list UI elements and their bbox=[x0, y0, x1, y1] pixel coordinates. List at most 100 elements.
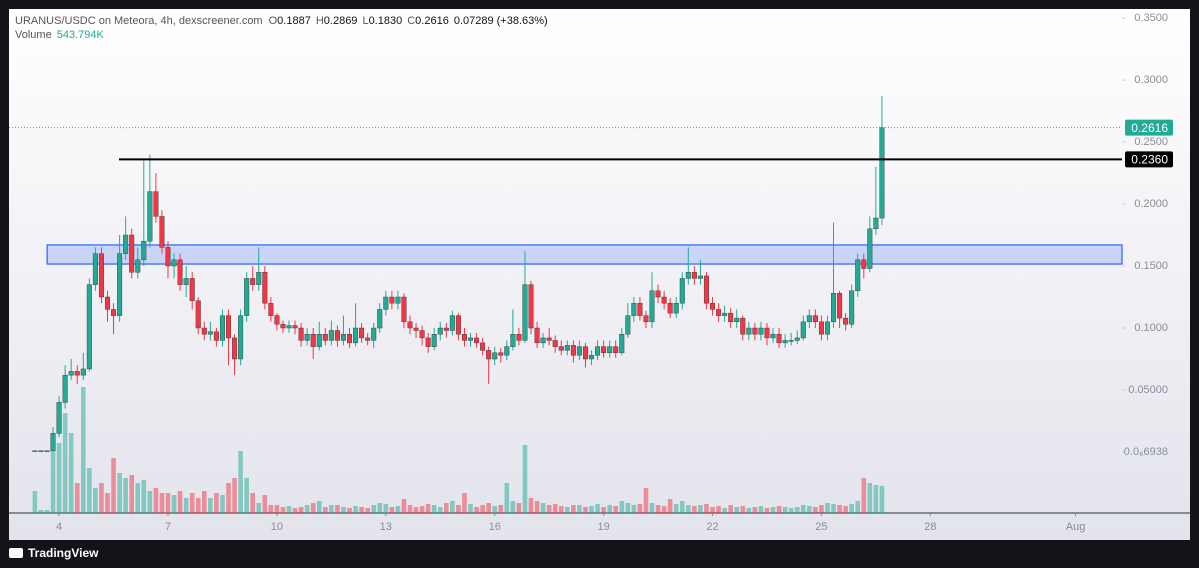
candle-body bbox=[377, 309, 383, 329]
y-tick-label: 0.1000 bbox=[1134, 322, 1168, 334]
volume-bar bbox=[625, 503, 631, 513]
x-tick-label: 10 bbox=[271, 521, 283, 533]
candle-body bbox=[298, 327, 304, 341]
candle-body bbox=[268, 303, 274, 316]
volume-bar bbox=[286, 506, 292, 513]
candle-body bbox=[806, 315, 812, 323]
volume-bar bbox=[365, 508, 370, 513]
y-tick-label: 0.2000 bbox=[1134, 198, 1168, 210]
volume-bar bbox=[413, 507, 419, 513]
volume-bar bbox=[50, 433, 56, 513]
volume-bar bbox=[99, 483, 104, 513]
volume-bar bbox=[643, 488, 649, 513]
brand[interactable]: TradingView bbox=[28, 546, 99, 560]
volume-bar bbox=[153, 488, 159, 513]
volume-bar bbox=[655, 505, 661, 513]
volume-bar bbox=[419, 506, 425, 513]
candle-body bbox=[232, 337, 238, 360]
candle-body bbox=[104, 296, 110, 310]
candle-body bbox=[256, 272, 262, 285]
volume-bar bbox=[849, 504, 854, 513]
volume-bar bbox=[401, 499, 407, 513]
candle-body bbox=[219, 315, 225, 341]
volume-label: Volume bbox=[15, 29, 52, 41]
candle-body bbox=[619, 334, 625, 354]
candle-body bbox=[86, 284, 92, 370]
volume-bar bbox=[220, 495, 225, 513]
candle-body bbox=[98, 253, 104, 298]
volume-bar bbox=[710, 507, 715, 513]
candle-body bbox=[534, 327, 540, 344]
volume-bar bbox=[456, 505, 461, 513]
y-tick-label: 0.05000 bbox=[1128, 384, 1168, 396]
ohlc-value: 0.2616 bbox=[415, 15, 449, 27]
volume-bar bbox=[873, 485, 879, 513]
y-tick-label: 0.1500 bbox=[1134, 260, 1168, 272]
candle-body bbox=[56, 402, 62, 434]
volume-bar bbox=[316, 501, 322, 513]
candle-body bbox=[189, 278, 195, 301]
candle-body bbox=[280, 324, 286, 329]
candle-body bbox=[746, 327, 752, 335]
volume-bar bbox=[698, 505, 703, 513]
volume-bar bbox=[837, 505, 842, 513]
candle-body bbox=[467, 337, 473, 341]
volume-bar bbox=[728, 505, 733, 513]
candle-body bbox=[637, 303, 643, 316]
volume-bar bbox=[298, 507, 304, 513]
candle-body bbox=[716, 309, 722, 316]
volume-bar bbox=[171, 495, 177, 513]
candle-body bbox=[74, 371, 80, 376]
volume-bar bbox=[304, 505, 310, 513]
candle-body bbox=[758, 327, 764, 335]
volume-bar bbox=[480, 505, 485, 513]
candle-body bbox=[159, 216, 165, 248]
volume-bar bbox=[105, 493, 110, 513]
candle-body bbox=[117, 253, 123, 316]
resistance-label-bg bbox=[1125, 151, 1173, 168]
volume-bar bbox=[347, 508, 352, 513]
candle-body bbox=[849, 290, 855, 325]
volume-bar bbox=[322, 507, 328, 513]
volume-bar bbox=[431, 505, 437, 513]
candle-body bbox=[504, 346, 510, 356]
volume-bar bbox=[147, 491, 153, 513]
volume-bar bbox=[807, 506, 812, 513]
x-tick-label: Aug bbox=[1066, 521, 1086, 533]
volume-bar bbox=[673, 504, 679, 513]
x-tick-label: 25 bbox=[815, 521, 827, 533]
candle-body bbox=[510, 334, 516, 347]
plot: 0.3500 0.3000 0.2500 0.2000 0.1500 0.1000 0.05… bbox=[9, 12, 1173, 533]
volume-bar bbox=[637, 504, 643, 513]
volume-bar bbox=[825, 503, 830, 513]
candle-body bbox=[62, 374, 68, 403]
candle-body bbox=[316, 334, 322, 347]
volume-bar bbox=[758, 506, 764, 513]
candle-body bbox=[389, 296, 395, 304]
volume-bar bbox=[468, 504, 473, 513]
volume-bar bbox=[280, 507, 286, 513]
volume-bar bbox=[740, 506, 746, 513]
candle-body bbox=[425, 337, 431, 347]
candle-body bbox=[631, 303, 637, 316]
volume-bar bbox=[831, 504, 836, 513]
candle-body bbox=[135, 259, 141, 273]
volume-bar bbox=[437, 507, 443, 513]
volume-bar bbox=[764, 508, 770, 513]
change: 0.07289 (+38.63%) bbox=[454, 15, 548, 27]
volume-bar bbox=[752, 507, 758, 513]
candle-body bbox=[44, 450, 50, 452]
candle-body bbox=[359, 327, 365, 339]
candle-body bbox=[201, 327, 207, 335]
volume-bar bbox=[395, 506, 401, 513]
volume-bar bbox=[159, 493, 165, 513]
candle-body bbox=[867, 228, 873, 269]
candle-body bbox=[740, 317, 746, 335]
volume-bar bbox=[389, 507, 395, 513]
volume-bar bbox=[571, 505, 576, 513]
candle-body bbox=[147, 191, 153, 242]
volume-bar bbox=[341, 507, 346, 513]
candle-body bbox=[770, 334, 776, 339]
candle-body bbox=[238, 315, 244, 360]
x-tick-label: 13 bbox=[380, 521, 392, 533]
